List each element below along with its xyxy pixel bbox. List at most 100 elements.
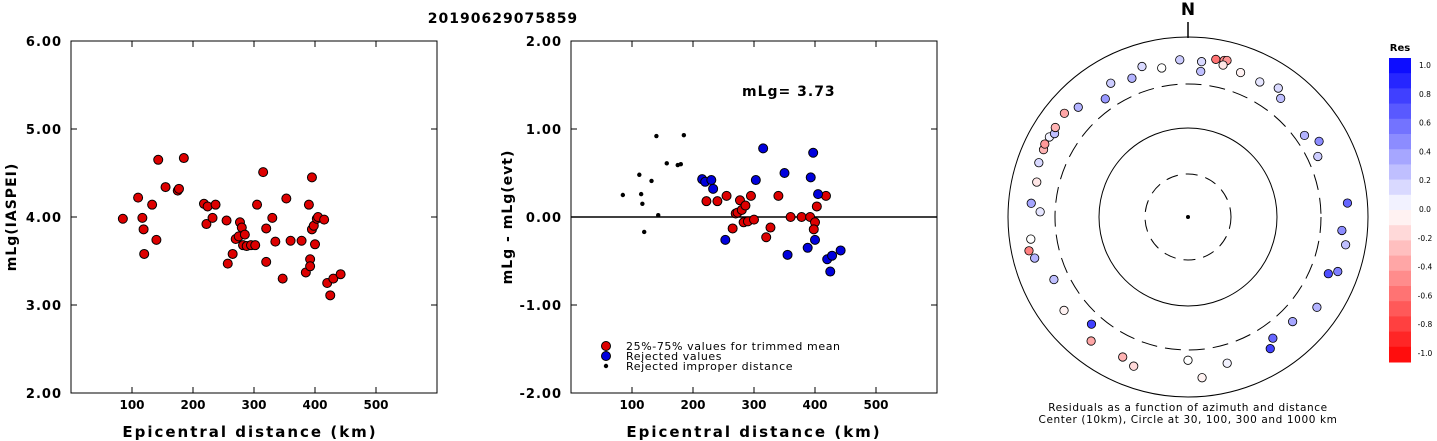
data-point-improper	[638, 191, 644, 197]
residual-point	[1059, 305, 1069, 316]
colorbar-tick-label: 0.0	[1419, 205, 1431, 214]
residual-point	[1222, 358, 1232, 368]
residual-point	[1196, 66, 1206, 77]
data-point	[173, 183, 184, 194]
colorbar-swatch	[1389, 88, 1411, 105]
data-point-rejected	[708, 183, 719, 194]
data-point-rejected	[782, 249, 793, 260]
colorbar-tick-label: -0.2	[1418, 234, 1433, 243]
residual-point	[1086, 336, 1096, 346]
data-point	[296, 235, 307, 246]
data-point-rejected	[720, 234, 731, 245]
panel-mlg-iaspei: 2.00 3.00 4.00 5.00 6.00 100 200 300 400 500 mLg…	[4, 35, 438, 441]
data-point-rejected	[827, 250, 838, 261]
colorbar: Res 1.0 0.8 0.6 0.4 0.2 0.0 -0.2 -0.4 -0.6 -0.8 -1…	[1389, 43, 1433, 363]
residual-point	[1312, 302, 1322, 312]
y-tick-label: 1.00	[526, 123, 562, 138]
residual-point	[1333, 266, 1343, 277]
center-point	[1186, 215, 1190, 219]
circle-100km	[1098, 127, 1278, 307]
data-point	[250, 240, 261, 251]
colorbar-swatch	[1389, 286, 1411, 302]
data-point	[133, 192, 144, 203]
data-point-improper	[620, 192, 626, 198]
y-tick-label: 5.00	[26, 123, 62, 138]
data-point-trimmed	[712, 196, 723, 207]
y-tick-label: 2.00	[526, 35, 562, 50]
residual-point	[1157, 63, 1167, 73]
residual-point	[1024, 246, 1034, 256]
colorbar-tick-label: -0.6	[1418, 291, 1433, 300]
data-point	[281, 193, 292, 204]
data-point	[261, 223, 272, 234]
data-point-trimmed	[796, 212, 807, 222]
legend-marker-trimmed	[601, 341, 611, 351]
colorbar-swatch	[1389, 179, 1411, 196]
colorbar-swatch	[1389, 331, 1411, 348]
y-tick-label: -2.00	[520, 387, 562, 402]
data-point-trimmed	[727, 223, 738, 234]
data-point	[201, 219, 212, 230]
data-point-trimmed	[765, 222, 776, 233]
colorbar-swatch	[1389, 134, 1411, 150]
legend: 25%-75% values for trimmed mean Rejected…	[601, 340, 840, 373]
y-tick-label: 6.00	[26, 35, 62, 50]
data-point	[207, 212, 218, 223]
data-point-rejected	[750, 175, 761, 186]
colorbar-swatch	[1389, 73, 1411, 89]
x-ticks: 100 200 300 400 500	[619, 41, 889, 412]
data-point	[222, 258, 233, 269]
data-point	[137, 212, 148, 223]
legend-marker-improper	[603, 363, 609, 369]
data-point	[335, 269, 346, 280]
residual-point	[1030, 253, 1040, 263]
data-point-rejected	[825, 266, 836, 277]
data-point	[270, 236, 281, 247]
residual-point	[1059, 108, 1070, 118]
residual-point	[1050, 122, 1060, 133]
data-point-improper	[649, 178, 654, 184]
data-point	[303, 199, 314, 210]
x-ticks: 100 200 300 400 500	[119, 41, 389, 412]
colorbar-tick-label: 1.0	[1419, 61, 1431, 70]
residual-point	[1299, 130, 1310, 141]
y-ticks: 2.00 3.00 4.00 5.00 6.00	[26, 35, 437, 402]
x-tick-label: 400	[302, 398, 327, 412]
y-tick-label: -1.00	[520, 299, 562, 314]
y-axis-label: mLg - mLg(evt)	[500, 150, 516, 285]
legend-marker-rejected	[601, 351, 611, 361]
data-point-trimmed	[761, 232, 772, 243]
colorbar-swatch	[1389, 58, 1411, 74]
colorbar-swatch	[1389, 346, 1411, 363]
data-point	[178, 153, 189, 164]
data-point	[117, 213, 128, 224]
data-point	[153, 154, 164, 165]
residual-point	[1323, 269, 1333, 279]
x-axis-label: Epicentral distance (km)	[122, 423, 377, 441]
data-point	[310, 239, 320, 250]
residual-point	[1273, 83, 1283, 93]
data-point-trimmed	[721, 190, 732, 201]
colorbar-swatch	[1389, 270, 1411, 287]
data-point-trimmed	[740, 200, 751, 211]
residual-point	[1034, 158, 1044, 168]
residual-point	[1040, 139, 1050, 149]
residual-point	[1175, 55, 1185, 65]
residual-point	[1032, 177, 1042, 187]
data-point	[328, 273, 339, 284]
data-point-trimmed	[785, 212, 796, 222]
residual-point	[1276, 93, 1286, 103]
data-point	[258, 167, 269, 178]
colorbar-tick-label: -0.4	[1418, 263, 1433, 272]
colorbar-tick-label: 0.4	[1419, 147, 1431, 156]
x-tick-label: 500	[863, 398, 888, 412]
residual-point	[1026, 234, 1036, 244]
data-point-improper	[656, 213, 661, 218]
residual-point	[1049, 274, 1059, 285]
residual-point	[1218, 60, 1228, 70]
residual-point	[1235, 67, 1246, 78]
colorbar-ticks: 1.0 0.8 0.6 0.4 0.2 0.0 -0.2 -0.4 -0.6 -0.8 -1.0	[1418, 61, 1433, 358]
caption-line-1: Residuals as a function of azimuth and d…	[1048, 402, 1328, 414]
x-tick-label: 100	[119, 398, 144, 412]
mlg-annotation: mLg= 3.73	[742, 84, 836, 100]
